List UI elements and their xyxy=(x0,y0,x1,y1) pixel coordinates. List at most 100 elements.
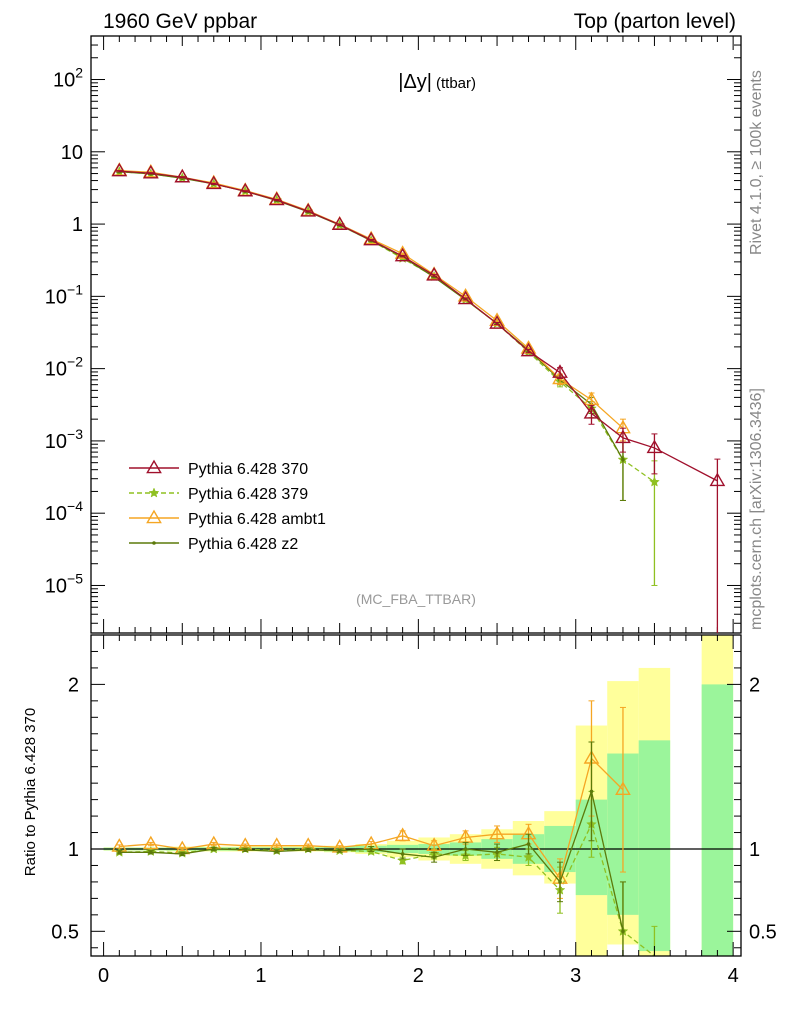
y-tick-label: 10−4 xyxy=(45,498,83,525)
header-right: Top (parton level) xyxy=(574,10,736,33)
main-series-layer xyxy=(111,162,726,633)
data-marker xyxy=(523,851,534,862)
y-tick-label-exponent: −2 xyxy=(67,354,83,370)
data-marker xyxy=(268,191,285,206)
y-tick-label: 10 xyxy=(61,142,83,164)
data-marker xyxy=(149,850,153,855)
x-tick-label: 4 xyxy=(728,965,739,987)
main-frame xyxy=(90,35,742,634)
ratio-uncertainty-bands xyxy=(91,635,741,956)
data-marker xyxy=(300,202,317,217)
data-marker xyxy=(152,541,156,545)
data-marker xyxy=(363,231,380,246)
main-plot-panel: |Δy| (ttbar) (MC_FBA_TTBAR) 10−510−410−3… xyxy=(45,35,742,634)
data-marker xyxy=(111,162,128,177)
legend-entry: Pythia 6.428 z2 xyxy=(129,536,298,553)
y-tick-label-base: 10 xyxy=(45,359,67,381)
data-marker xyxy=(526,842,531,846)
data-marker xyxy=(400,852,405,856)
y-tick-label-base: 10 xyxy=(53,70,75,92)
data-marker xyxy=(394,827,411,842)
main-plot-background xyxy=(91,36,741,633)
data-marker xyxy=(558,880,562,884)
legend-label: Pythia 6.428 ambt1 xyxy=(188,511,326,528)
legend-entry: Pythia 6.428 379 xyxy=(129,486,308,503)
data-marker xyxy=(457,287,474,302)
y-tick-label-base: 10 xyxy=(45,431,67,453)
inner-band-bin xyxy=(701,684,734,956)
data-marker xyxy=(649,476,660,487)
data-marker xyxy=(426,266,442,281)
y-tick-label-exponent: −4 xyxy=(67,498,83,514)
data-marker xyxy=(520,342,537,357)
data-marker xyxy=(489,312,505,326)
y-tick-label-base: 10 xyxy=(45,575,67,597)
y-tick-label-exponent: −5 xyxy=(67,570,83,586)
data-marker xyxy=(615,429,631,444)
series-pythia-6-428-370 xyxy=(111,162,726,633)
y-tick-label: 10−2 xyxy=(45,354,83,381)
ratio-y-tick-label-right: 0.5 xyxy=(749,921,777,943)
ratio-y-axis-label: Ratio to Pythia 6.428 370 xyxy=(22,708,39,876)
data-marker xyxy=(709,472,726,487)
analysis-watermark: (MC_FBA_TTBAR) xyxy=(356,591,476,607)
y-tick-label-exponent: −1 xyxy=(67,281,83,297)
ratio-y-tick-label-left: 2 xyxy=(68,674,79,696)
inner-band-bin xyxy=(638,740,671,952)
data-marker xyxy=(489,825,505,840)
legend-label: Pythia 6.428 z2 xyxy=(188,536,298,553)
legend-entry: Pythia 6.428 ambt1 xyxy=(129,509,326,528)
y-tick-label-exponent: 2 xyxy=(75,65,83,81)
rivet-version-label: Rivet 4.1.0, ≥ 100k events xyxy=(748,70,765,255)
ratio-y-tick-label-left: 0.5 xyxy=(51,921,79,943)
ratio-y-tick-label-right: 1 xyxy=(749,839,760,861)
data-marker xyxy=(489,315,505,329)
data-marker xyxy=(243,848,248,852)
data-marker xyxy=(463,847,468,851)
data-marker xyxy=(211,847,216,851)
x-tick-label: 0 xyxy=(98,965,109,987)
x-tick-label: 2 xyxy=(413,965,424,987)
ratio-plot-panel: 0 1 2 3 4 0.5 1 2 0.5 1 2 Ratio to Pythia 6.428 37… xyxy=(22,634,777,987)
data-marker xyxy=(432,855,436,860)
ratio-series-layer xyxy=(111,700,658,957)
y-tick-label-exponent: −3 xyxy=(67,426,83,442)
ratio-frame xyxy=(90,634,742,957)
data-marker xyxy=(369,847,373,851)
data-marker xyxy=(146,459,162,474)
header-left: 1960 GeV ppbar xyxy=(103,10,257,33)
y-tick-label-base: 10 xyxy=(45,503,67,525)
data-marker xyxy=(397,854,409,866)
plot-title-subscript: (ttbar) xyxy=(436,75,476,92)
data-marker xyxy=(457,290,474,305)
data-marker xyxy=(142,164,159,179)
data-marker xyxy=(148,487,160,498)
data-marker xyxy=(426,837,442,851)
ratio-y-tick-label-left: 1 xyxy=(68,839,79,861)
data-marker xyxy=(174,168,191,183)
data-marker xyxy=(331,216,348,230)
data-marker xyxy=(306,848,310,852)
data-marker xyxy=(205,175,222,190)
data-marker xyxy=(117,850,122,855)
data-marker xyxy=(552,364,568,378)
y-tick-label: 10−1 xyxy=(45,281,83,308)
data-marker xyxy=(646,439,663,454)
data-marker xyxy=(142,835,159,850)
data-marker xyxy=(274,849,279,854)
data-marker xyxy=(495,850,499,855)
data-marker xyxy=(621,929,625,934)
y-tick-label: 10−5 xyxy=(45,570,83,597)
legend-label: Pythia 6.428 370 xyxy=(188,461,308,478)
y-tick-label: 102 xyxy=(53,65,83,92)
legend-label: Pythia 6.428 379 xyxy=(188,486,308,503)
ratio-series-pythia-6-428-z2 xyxy=(116,741,626,957)
data-marker xyxy=(583,391,600,406)
data-marker xyxy=(583,405,600,419)
main-plot-area xyxy=(91,36,741,633)
data-marker xyxy=(621,457,625,462)
x-tick-label: 3 xyxy=(570,965,581,987)
data-marker xyxy=(589,789,594,794)
